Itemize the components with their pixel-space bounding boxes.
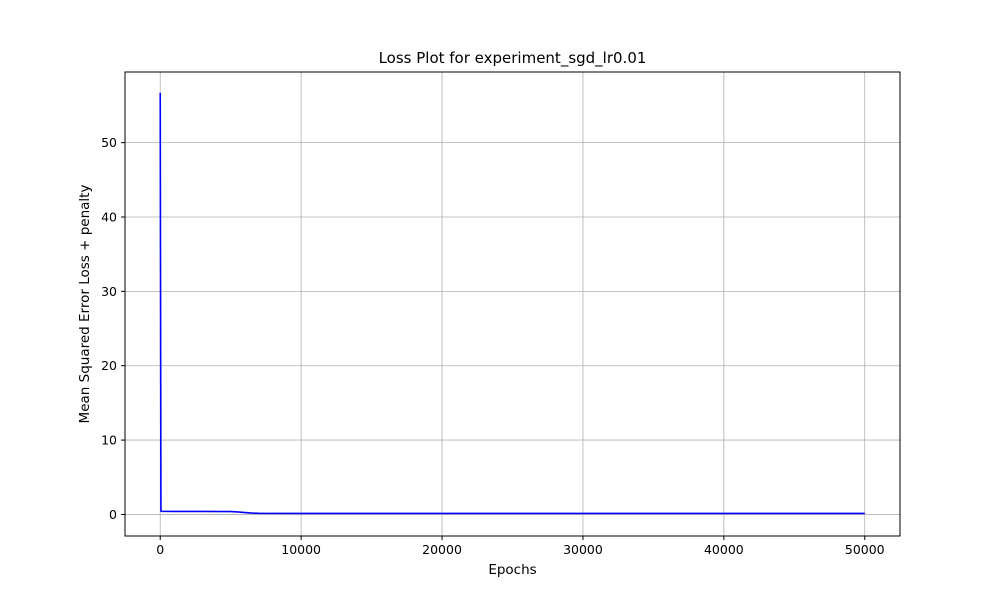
y-axis-ticks: 0 10 20 30 40 50 bbox=[101, 135, 125, 522]
x-tick-label: 10000 bbox=[281, 542, 321, 557]
loss-series-line bbox=[159, 92, 865, 515]
y-tick-label: 50 bbox=[101, 135, 117, 150]
x-axis-ticks: 0 10000 20000 30000 40000 50000 bbox=[156, 536, 885, 557]
y-axis-title: Mean Squared Error Loss + penalty bbox=[77, 185, 93, 424]
y-tick-label: 40 bbox=[101, 210, 117, 225]
y-tick-label: 0 bbox=[109, 507, 117, 522]
series-layer bbox=[159, 92, 865, 515]
x-tick-label: 0 bbox=[156, 542, 164, 557]
x-tick-label: 20000 bbox=[422, 542, 462, 557]
grid-lines bbox=[125, 72, 900, 536]
y-tick-label: 30 bbox=[101, 284, 117, 299]
x-tick-label: 40000 bbox=[704, 542, 744, 557]
x-tick-label: 30000 bbox=[563, 542, 603, 557]
y-tick-label: 10 bbox=[101, 433, 117, 448]
x-tick-label: 50000 bbox=[845, 542, 885, 557]
x-axis-title: Epochs bbox=[488, 562, 536, 578]
chart-title: Loss Plot for experiment_sgd_lr0.01 bbox=[379, 49, 647, 68]
y-tick-label: 20 bbox=[101, 358, 117, 373]
plot-frame bbox=[124, 71, 901, 537]
